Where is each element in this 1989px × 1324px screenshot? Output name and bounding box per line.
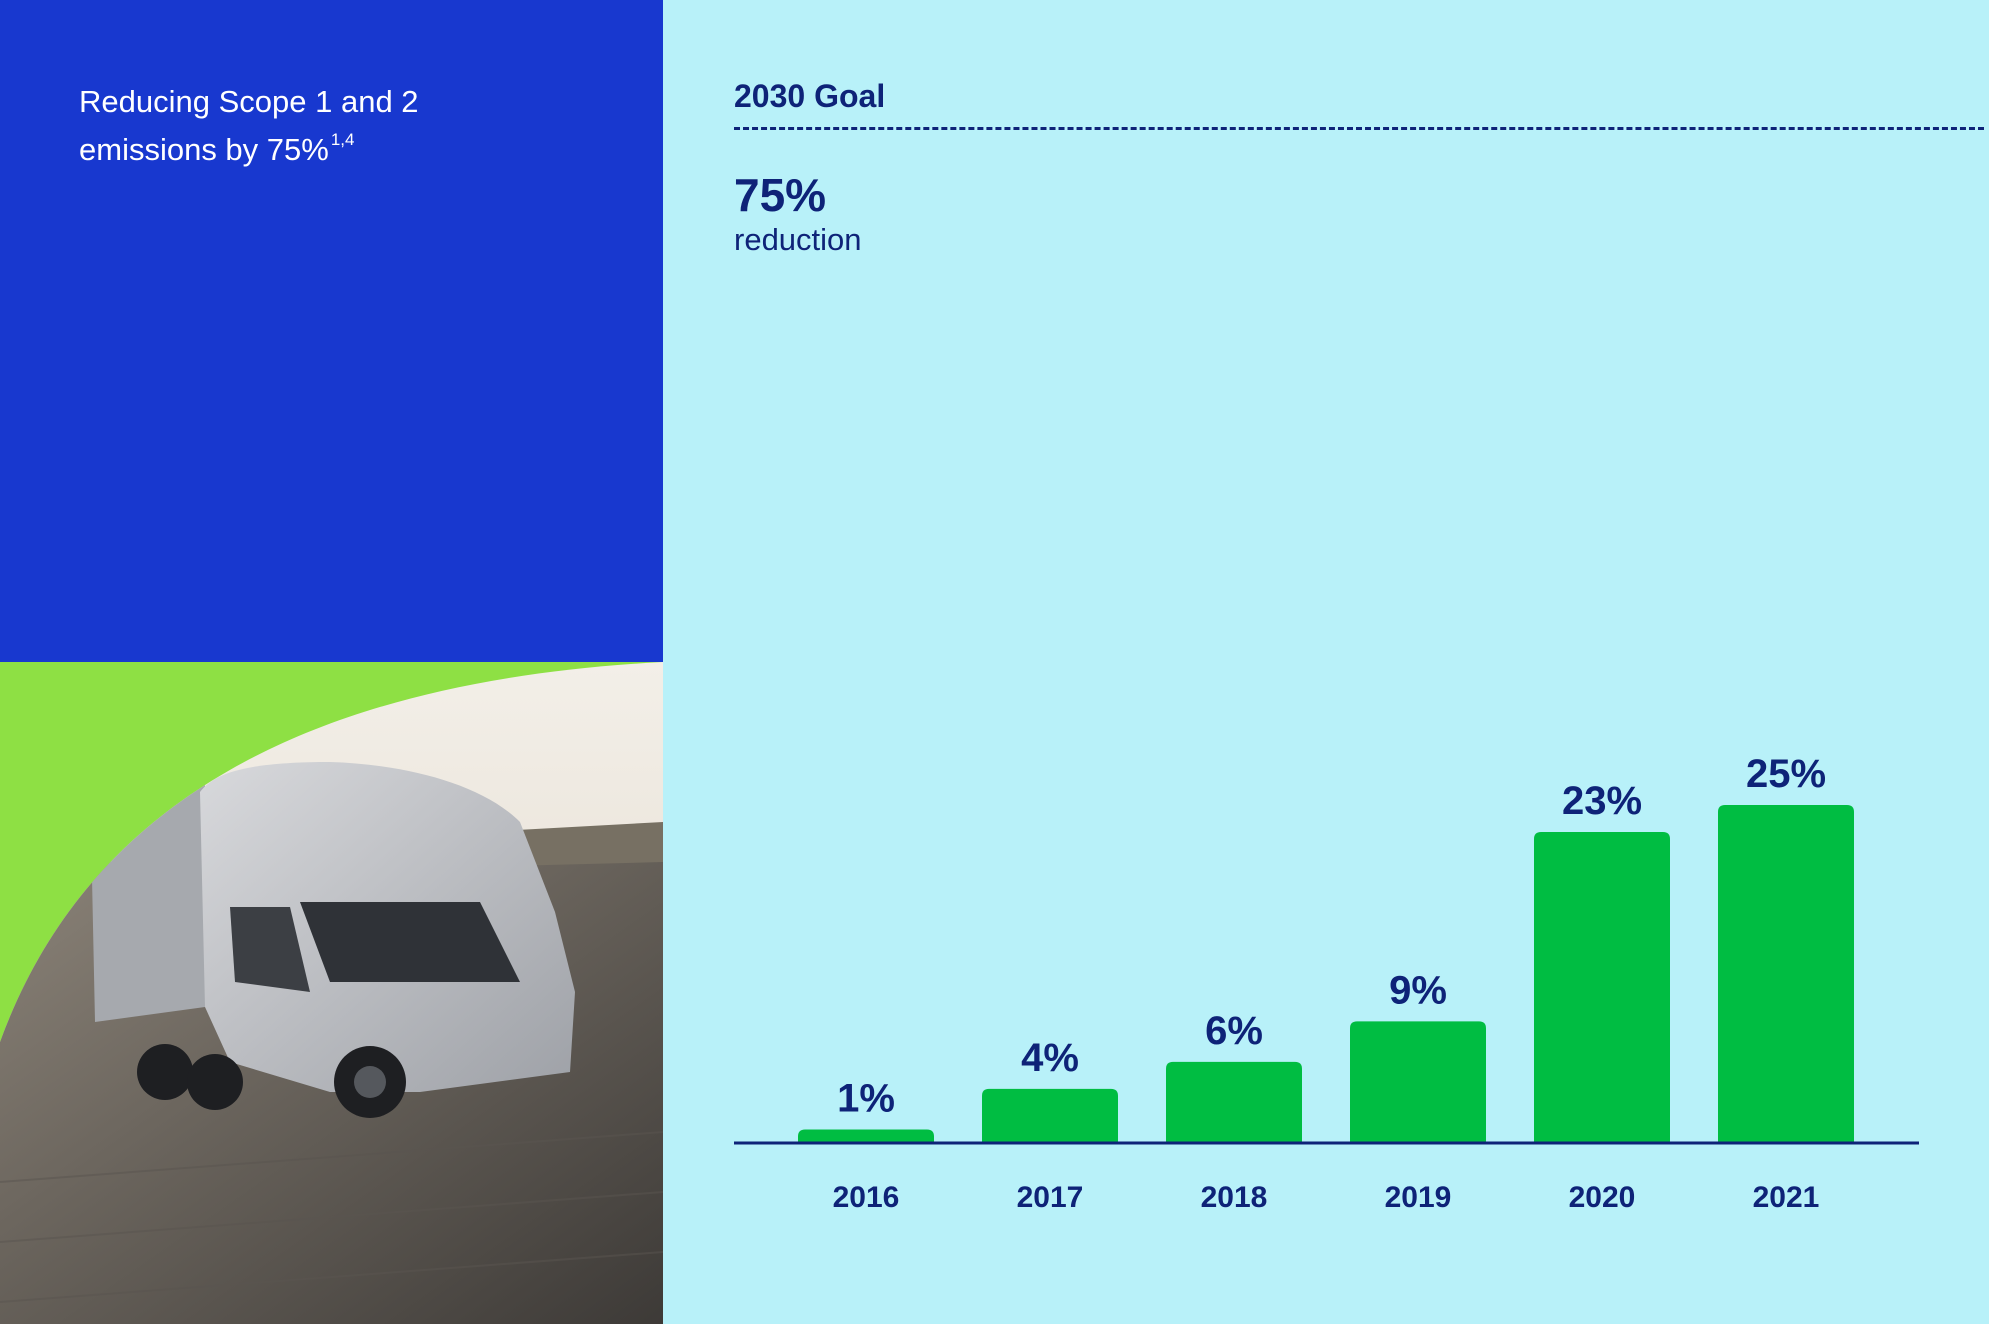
bar-2016 — [798, 1129, 934, 1143]
data-label-2020: 23% — [1562, 779, 1642, 823]
bar-2017 — [982, 1088, 1118, 1143]
x-tick-2017: 2017 — [1017, 1181, 1084, 1214]
x-tick-2018: 2018 — [1201, 1181, 1268, 1214]
bar-2021 — [1718, 805, 1854, 1143]
footnote-marker: 1,4 — [330, 129, 355, 149]
data-label-2018: 6% — [1205, 1009, 1263, 1053]
x-tick-2019: 2019 — [1385, 1181, 1452, 1214]
goal-dashed-line — [734, 127, 1984, 130]
chart-panel: 2030 Goal 75% reduction 1% 2016 4% 2017 6% 20… — [663, 0, 1989, 1324]
bar-chart: 1% 2016 4% 2017 6% 2018 9% 2019 23% 2020 25% 2021 — [734, 752, 1919, 1214]
truck-illustration — [0, 662, 663, 1324]
title-panel: Reducing Scope 1 and 2 emissions by 75% 1… — [0, 0, 663, 662]
x-tick-2016: 2016 — [833, 1181, 900, 1214]
data-label-2019: 9% — [1389, 968, 1447, 1012]
x-tick-2020: 2020 — [1569, 1181, 1636, 1214]
data-label-2017: 4% — [1021, 1036, 1079, 1080]
x-tick-2021: 2021 — [1753, 1181, 1820, 1214]
bar-2020 — [1534, 832, 1670, 1143]
bar-2019 — [1350, 1021, 1486, 1143]
data-label-2021: 25% — [1746, 752, 1826, 796]
bar-2018 — [1166, 1061, 1302, 1143]
goal-label: 2030 Goal — [734, 78, 886, 114]
goal-caption: reduction — [734, 222, 862, 257]
panel-title: Reducing Scope 1 and 2 emissions by 75% 1… — [79, 78, 539, 174]
goal-value: 75% — [734, 169, 827, 221]
truck-photo — [0, 662, 663, 1324]
data-label-2016: 1% — [837, 1076, 895, 1120]
panel-title-text: Reducing Scope 1 and 2 emissions by 75% — [79, 84, 419, 167]
